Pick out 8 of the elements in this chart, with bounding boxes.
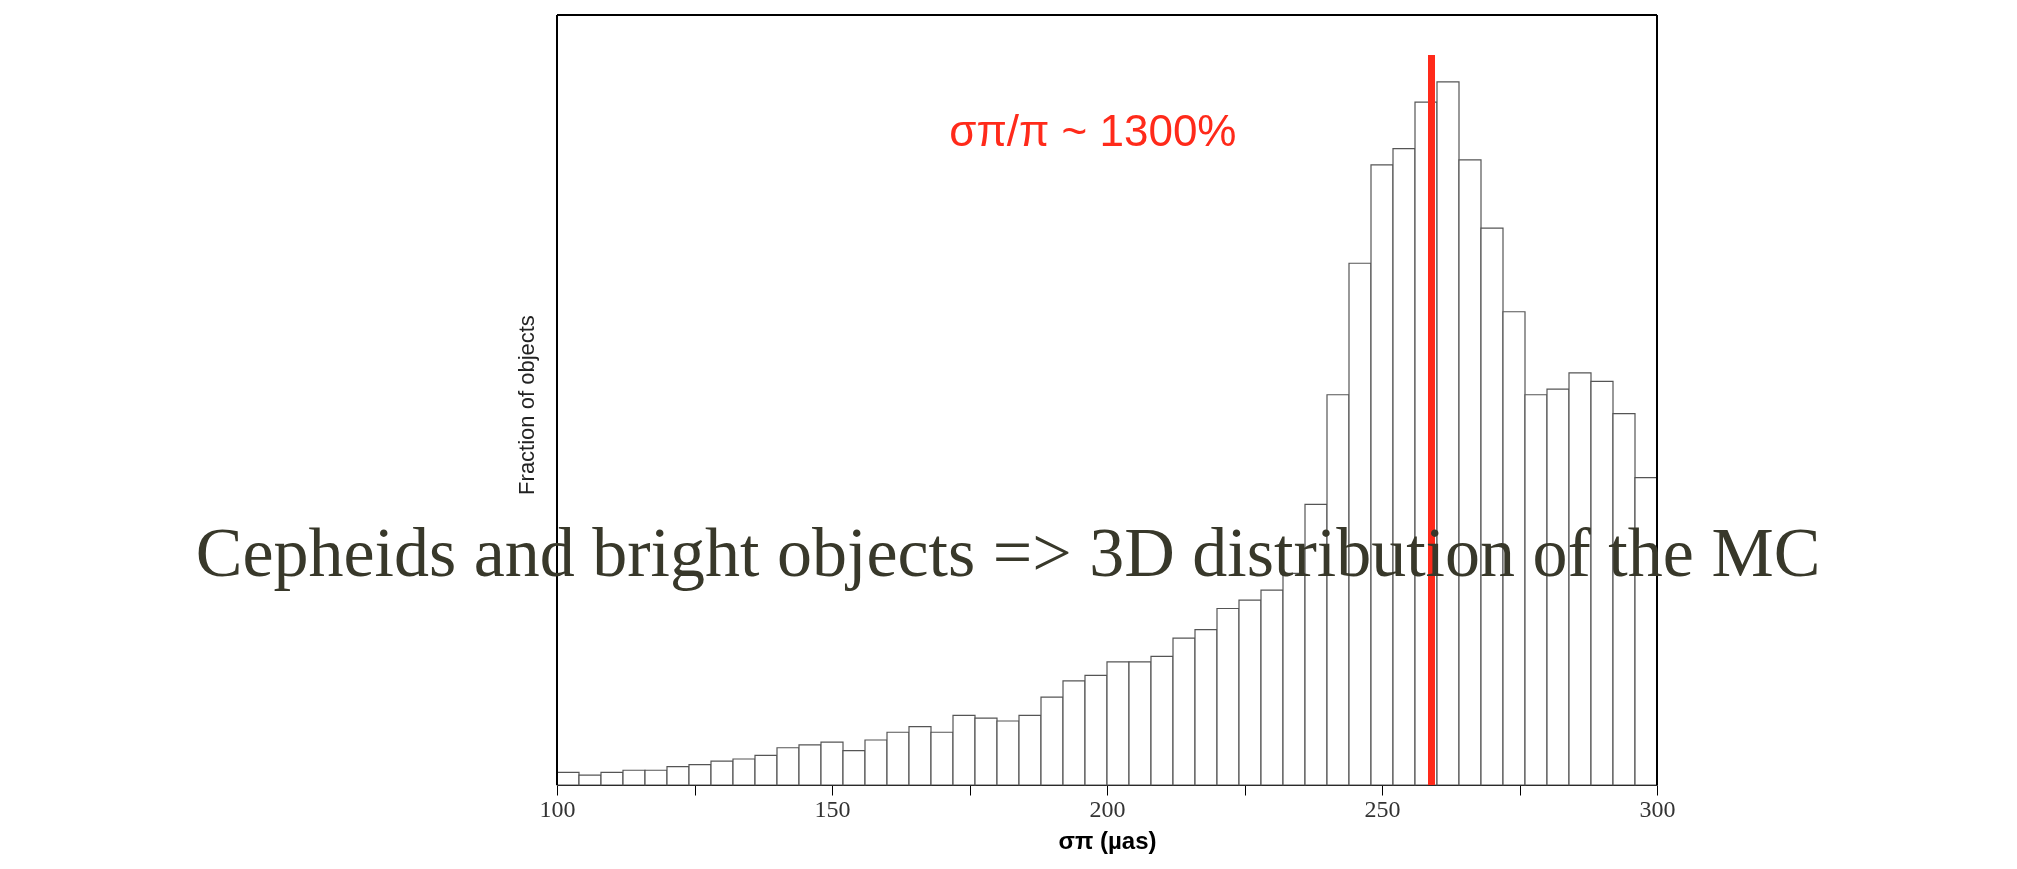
x-tick-label: 150 xyxy=(814,795,851,822)
x-tick-label: 100 xyxy=(539,795,576,822)
x-tick-label: 200 xyxy=(1089,795,1126,822)
x-axis-title: σπ (µas) xyxy=(1058,826,1157,854)
x-tick-label: 250 xyxy=(1364,795,1401,822)
x-tick-label: 300 xyxy=(1639,795,1676,822)
ref-line-label: σπ/π ~ 1300% xyxy=(949,106,1237,155)
y-axis-title: Fraction of objects xyxy=(514,315,539,495)
